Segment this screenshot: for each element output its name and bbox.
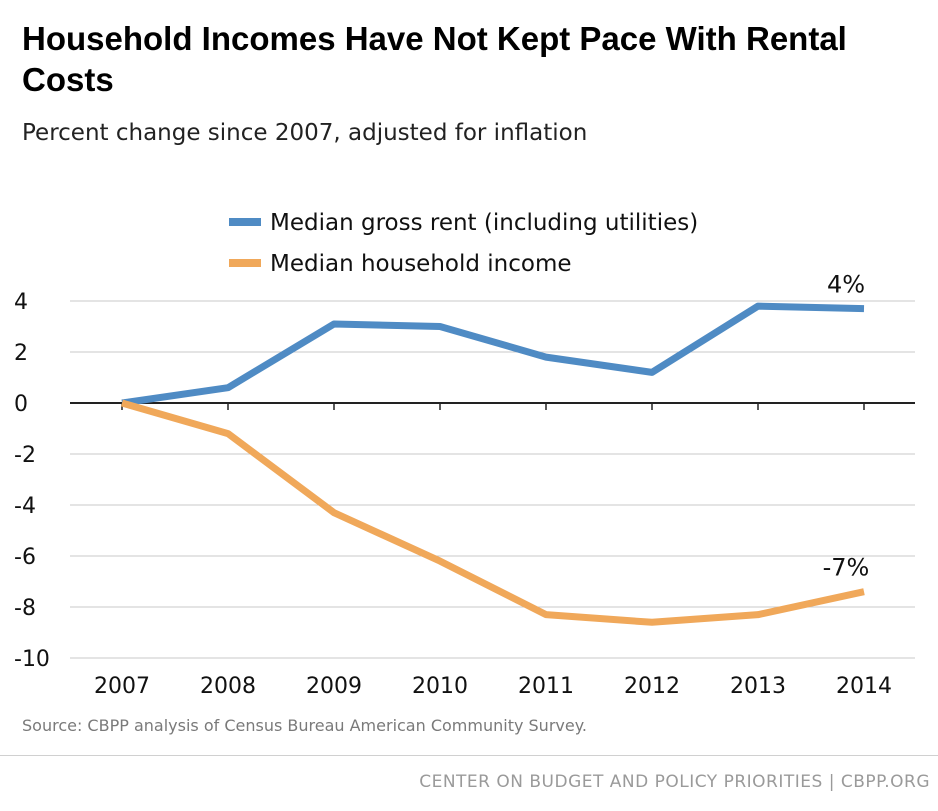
chart-title: Household Incomes Have Not Kept Pace Wit… — [22, 20, 847, 98]
x-tick-label: 2011 — [518, 674, 574, 699]
chart-subtitle: Percent change since 2007, adjusted for … — [22, 120, 588, 146]
x-tick-label: 2008 — [200, 674, 256, 699]
x-tick-label: 2013 — [730, 674, 786, 699]
footer-divider — [0, 755, 938, 756]
y-tick-label: -6 — [14, 545, 36, 570]
legend-swatch-0 — [229, 218, 261, 226]
legend-label-0: Median gross rent (including utilities) — [270, 210, 698, 236]
legend-label-1: Median household income — [270, 251, 572, 277]
y-tick-label: -10 — [14, 647, 50, 672]
x-axis-ticks: 2007 2008 2009 2010 2011 2012 2013 2014 — [94, 403, 892, 699]
footer-credit: CENTER ON BUDGET AND POLICY PRIORITIES |… — [419, 772, 930, 792]
y-tick-label: 0 — [14, 392, 28, 417]
series-lines — [121, 302, 865, 626]
series-line-0 — [121, 302, 865, 407]
x-tick-label: 2010 — [412, 674, 468, 699]
y-tick-label: 4 — [14, 290, 28, 315]
x-tick-label: 2009 — [306, 674, 362, 699]
grid-lines — [70, 300, 915, 659]
legend: Median gross rent (including utilities) M… — [229, 210, 698, 277]
x-tick-label: 2012 — [624, 674, 680, 699]
y-tick-label: -8 — [14, 596, 36, 621]
series-line-1 — [121, 399, 865, 626]
end-label-1: -7% — [823, 554, 870, 582]
legend-swatch-1 — [229, 259, 261, 267]
y-axis-ticks: 4 2 0 -2 -4 -6 -8 -10 — [14, 290, 50, 672]
y-tick-label: -2 — [14, 443, 36, 468]
x-tick-label: 2014 — [836, 674, 892, 699]
end-labels: 4% -7% — [823, 271, 870, 582]
source-note: Source: CBPP analysis of Census Bureau A… — [22, 716, 587, 735]
y-tick-label: -4 — [14, 494, 36, 519]
y-tick-label: 2 — [14, 341, 28, 366]
end-label-0: 4% — [827, 271, 865, 299]
x-tick-label: 2007 — [94, 674, 150, 699]
